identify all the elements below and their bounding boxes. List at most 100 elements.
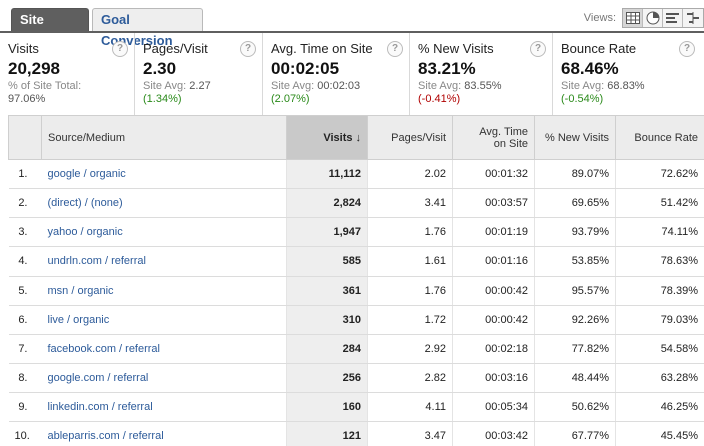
source-medium-link[interactable]: (direct) / (none): [47, 197, 123, 210]
metric-name: Avg. Time on Site: [271, 41, 373, 56]
visits-cell: 310: [286, 305, 368, 335]
visits-cell: 160: [286, 392, 368, 423]
pages-visit-cell: 1.76: [367, 217, 453, 248]
performance-view-icon[interactable]: [663, 9, 683, 27]
new-visits-cell: 53.85%: [534, 246, 616, 277]
header-visits[interactable]: Visits ↓: [286, 115, 368, 160]
view-switcher: Views:: [584, 6, 704, 30]
site-avg-value: 68.83%: [607, 80, 645, 92]
bounce-rate-cell: 51.42%: [615, 188, 704, 219]
source-medium-link[interactable]: ableparris.com / referral: [47, 430, 164, 443]
header-source-medium[interactable]: Source/Medium: [41, 115, 287, 160]
source-medium-link[interactable]: undrln.com / referral: [47, 255, 146, 268]
pages-visit-cell: 2.92: [367, 334, 453, 364]
views-label: Views:: [583, 12, 616, 24]
pie-view-icon[interactable]: [643, 9, 663, 27]
source-medium-cell: yahoo / organic: [41, 217, 287, 248]
metric-value: 20,298: [8, 59, 60, 78]
metric-site-total-value: 97.06%: [8, 93, 46, 105]
site-avg-label: Site Avg:: [143, 80, 187, 92]
table-row: 1. google / organic 11,112 2.02 00:01:32 89.0…: [8, 159, 704, 190]
avg-time-cell: 00:03:57: [452, 188, 535, 219]
metric-site-avg: Site Avg: 2.27: [143, 80, 262, 93]
visits-cell: 121: [286, 421, 368, 446]
site-avg-value: 00:02:03: [317, 80, 361, 92]
visits-cell: 1,947: [286, 217, 368, 248]
header-avg-time[interactable]: Avg. Time on Site: [452, 115, 535, 160]
metric-name: Bounce Rate: [561, 41, 637, 56]
metric-name: Visits: [8, 41, 39, 56]
bounce-rate-cell: 74.11%: [615, 217, 704, 248]
metric-value: 83.21%: [418, 59, 476, 78]
pages-visit-cell: 4.11: [367, 392, 453, 423]
source-medium-link[interactable]: msn / organic: [47, 284, 114, 297]
pages-visit-cell: 1.76: [367, 276, 453, 306]
source-medium-cell: live / organic: [41, 305, 287, 335]
row-index: 6.: [8, 305, 42, 335]
tab-site-usage[interactable]: Site Usage: [11, 8, 89, 48]
tab-goal-conversion[interactable]: Goal Conversion: [92, 8, 203, 48]
metric-site-avg: Site Avg: 83.55%: [418, 80, 552, 93]
source-medium-link[interactable]: yahoo / organic: [47, 226, 123, 239]
avg-time-cell: 00:03:42: [452, 421, 535, 446]
new-visits-cell: 48.44%: [534, 363, 616, 394]
site-avg-label: Site Avg:: [418, 80, 462, 92]
metric-change: (1.34%): [143, 93, 182, 105]
bounce-rate-cell: 46.25%: [615, 392, 704, 423]
site-avg-value: 2.27: [189, 80, 211, 92]
comparison-view-icon[interactable]: [683, 9, 703, 27]
metric-new-visits: % New Visits 83.21% Site Avg: 83.55% (-0…: [410, 33, 553, 117]
bounce-rate-cell: 54.58%: [615, 334, 704, 364]
site-avg-label: Site Avg:: [561, 80, 605, 92]
row-index: 9.: [8, 392, 42, 423]
avg-time-cell: 00:00:42: [452, 276, 535, 306]
source-medium-link[interactable]: live / organic: [47, 313, 110, 326]
pages-visit-cell: 3.47: [367, 421, 453, 446]
table-view-icon[interactable]: [623, 9, 643, 27]
header-pages-visit[interactable]: Pages/Visit: [367, 115, 453, 160]
visits-cell: 361: [286, 276, 368, 306]
table-row: 8. google.com / referral 256 2.82 00:03:16 48…: [8, 363, 704, 394]
avg-time-cell: 00:01:16: [452, 246, 535, 277]
new-visits-cell: 89.07%: [534, 159, 616, 190]
source-medium-link[interactable]: google / organic: [47, 168, 126, 181]
source-medium-link[interactable]: facebook.com / referral: [47, 342, 161, 355]
row-index: 4.: [8, 246, 42, 277]
table-header-row: Source/Medium Visits ↓ Pages/Visit Avg. T…: [8, 115, 704, 160]
metric-site-avg: Site Avg: 68.83%: [561, 80, 704, 93]
source-medium-link[interactable]: linkedin.com / referral: [47, 401, 153, 414]
pages-visit-cell: 2.82: [367, 363, 453, 394]
header-new-visits[interactable]: % New Visits: [534, 115, 616, 160]
metric-change: (-0.54%): [561, 93, 604, 105]
table-row: 9. linkedin.com / referral 160 4.11 00:05:34…: [8, 392, 704, 423]
help-icon[interactable]: ?: [112, 41, 128, 57]
header-bounce-rate[interactable]: Bounce Rate: [615, 115, 704, 160]
metric-change: (2.07%): [271, 93, 310, 105]
bounce-rate-cell: 78.39%: [615, 276, 704, 306]
table-row: 5. msn / organic 361 1.76 00:00:42 95.57% 78.3…: [8, 276, 704, 306]
metric-visits: Visits 20,298 % of Site Total: 97.06% ?: [0, 33, 135, 117]
help-icon[interactable]: ?: [387, 41, 403, 57]
source-medium-cell: (direct) / (none): [41, 188, 287, 219]
source-medium-table: Source/Medium Visits ↓ Pages/Visit Avg. T…: [8, 115, 704, 446]
sort-down-icon: ↓: [355, 131, 362, 144]
metric-change: (-0.41%): [418, 93, 461, 105]
source-medium-link[interactable]: google.com / referral: [47, 372, 149, 385]
table-row: 4. undrln.com / referral 585 1.61 00:01:16 53…: [8, 246, 704, 277]
bounce-rate-cell: 45.45%: [615, 421, 704, 446]
table-row: 6. live / organic 310 1.72 00:00:42 92.26% 79.…: [8, 305, 704, 335]
help-icon[interactable]: ?: [240, 41, 256, 57]
visits-cell: 284: [286, 334, 368, 364]
header-index: [8, 115, 42, 160]
metric-site-total-label: % of Site Total:: [8, 80, 82, 92]
avg-time-cell: 00:01:19: [452, 217, 535, 248]
avg-time-cell: 00:05:34: [452, 392, 535, 423]
bounce-rate-cell: 63.28%: [615, 363, 704, 394]
help-icon[interactable]: ?: [530, 41, 546, 57]
avg-time-cell: 00:02:18: [452, 334, 535, 364]
pages-visit-cell: 1.72: [367, 305, 453, 335]
metric-name: Pages/Visit: [143, 41, 208, 56]
pages-visit-cell: 1.61: [367, 246, 453, 277]
pages-visit-cell: 2.02: [367, 159, 453, 190]
help-icon[interactable]: ?: [679, 41, 695, 57]
